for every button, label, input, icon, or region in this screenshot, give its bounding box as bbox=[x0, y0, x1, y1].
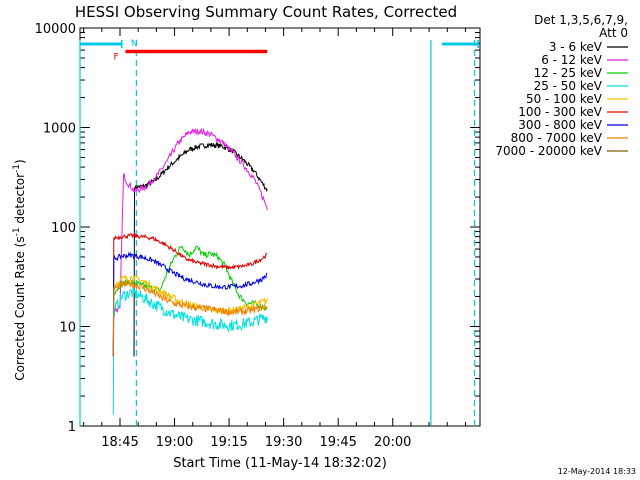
chart-title: HESSI Observing Summary Count Rates, Cor… bbox=[75, 3, 457, 21]
series-lines bbox=[112, 127, 268, 415]
legend-entry-label: 100 - 300 keV bbox=[518, 105, 602, 119]
x-tick-labels: 18:45 19:00 19:15 19:30 19:45 20:00 bbox=[101, 435, 411, 450]
x-tick-label: 19:15 bbox=[210, 435, 247, 450]
x-tick-label: 19:00 bbox=[156, 435, 193, 450]
x-tick-label: 20:00 bbox=[374, 435, 411, 450]
series-line-5 bbox=[112, 232, 268, 357]
legend-entry-label: 6 - 12 keV bbox=[541, 53, 603, 67]
series-line-6 bbox=[112, 251, 268, 357]
series-line-2 bbox=[112, 245, 268, 357]
series-line-3 bbox=[112, 286, 268, 415]
y-tick-labels: 1 10 100 1000 10000 bbox=[35, 22, 76, 435]
x-axis-label: Start Time (11-May-14 18:32:02) bbox=[173, 456, 387, 471]
legend-entry-label: 7000 - 20000 keV bbox=[495, 144, 602, 158]
y-tick-label: 10 bbox=[59, 321, 76, 336]
x-tick-label: 19:30 bbox=[265, 435, 302, 450]
axis-ticks bbox=[80, 27, 480, 427]
plot-frame bbox=[79, 27, 481, 427]
x-tick-label: 18:45 bbox=[101, 435, 138, 450]
y-tick-label: 100 bbox=[51, 221, 76, 236]
legend-entry-label: 12 - 25 keV bbox=[534, 66, 603, 80]
y-axis-label: Corrected Count Rate (s-1 detector-1) bbox=[12, 159, 27, 380]
footer-timestamp: 12-May-2014 18:33 bbox=[558, 467, 636, 476]
legend-header-line2: Att 0 bbox=[599, 26, 628, 40]
legend-entry-label: 3 - 6 keV bbox=[549, 40, 603, 54]
series-line-1 bbox=[112, 127, 268, 357]
y-tick-label: 1000 bbox=[43, 122, 76, 137]
observing-overlays: NF bbox=[79, 39, 479, 426]
series-line-0 bbox=[133, 141, 268, 357]
series-line-7 bbox=[112, 279, 268, 357]
x-tick-label: 19:45 bbox=[319, 435, 356, 450]
night-label: N bbox=[131, 39, 138, 49]
legend-entry-label: 50 - 100 keV bbox=[526, 92, 603, 106]
legend-entry-label: 25 - 50 keV bbox=[534, 79, 603, 93]
legend-header-line1: Det 1,3,5,6,7,9, bbox=[534, 13, 628, 27]
y-tick-label: 1 bbox=[68, 420, 76, 435]
legend-entry-label: 300 - 800 keV bbox=[518, 118, 602, 132]
flare-label: F bbox=[113, 53, 118, 63]
legend-entry-label: 800 - 7000 keV bbox=[511, 131, 603, 145]
y-tick-label: 10000 bbox=[35, 22, 76, 37]
